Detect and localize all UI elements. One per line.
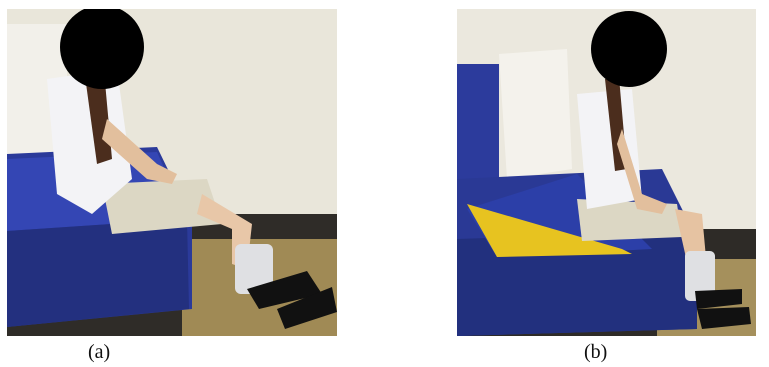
face-censor-circle <box>591 11 667 87</box>
striped-top <box>47 69 132 214</box>
panel-b-caption: (b) <box>584 341 608 363</box>
sneaker <box>695 289 742 309</box>
striped-top <box>577 89 642 209</box>
panel-a-caption: (a) <box>88 341 111 363</box>
photo-panel-b <box>457 9 756 336</box>
ankle-foot-orthosis <box>235 244 273 294</box>
photo-b-scene <box>457 9 756 336</box>
face-censor-circle <box>60 9 144 89</box>
ankle-foot-orthosis <box>685 251 715 301</box>
foam-wedge-yellow-face <box>467 204 632 257</box>
photo-a-scene <box>7 9 337 336</box>
photo-panel-a <box>7 9 337 336</box>
pillow <box>499 49 572 179</box>
sneaker <box>277 287 337 329</box>
shorts <box>102 179 222 234</box>
